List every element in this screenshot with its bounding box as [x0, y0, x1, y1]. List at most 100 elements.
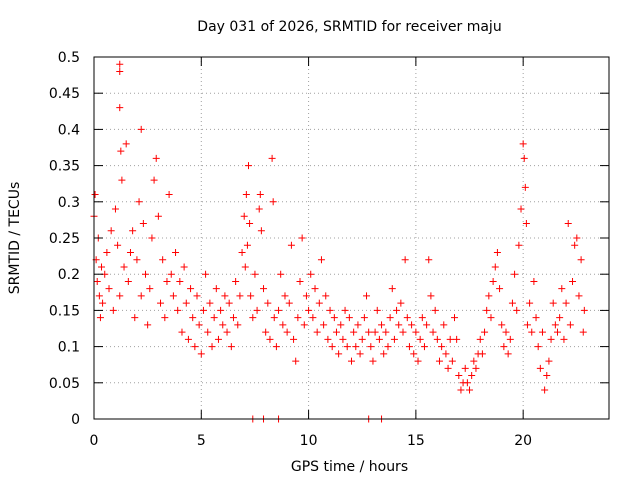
data-point — [283, 328, 291, 336]
data-point — [558, 285, 566, 293]
data-point — [395, 321, 403, 329]
data-point — [569, 277, 577, 285]
data-point — [326, 306, 334, 314]
data-point — [311, 285, 319, 293]
data-point — [564, 220, 572, 228]
data-point — [403, 314, 411, 322]
data-point — [285, 299, 293, 307]
data-point — [412, 328, 420, 336]
data-point — [107, 227, 115, 235]
data-point — [269, 198, 277, 206]
x-axis-label: GPS time / hours — [291, 459, 408, 475]
data-point — [302, 292, 310, 300]
data-point — [91, 191, 99, 199]
data-point — [522, 220, 530, 228]
data-point — [184, 335, 192, 343]
data-point — [554, 328, 561, 336]
data-point — [435, 357, 443, 365]
data-point — [500, 343, 508, 351]
data-point — [243, 241, 251, 249]
data-point — [468, 372, 476, 380]
data-point — [330, 314, 338, 322]
data-point — [541, 386, 549, 394]
data-point — [260, 285, 268, 293]
data-point — [157, 299, 165, 307]
data-point — [356, 350, 364, 358]
data-point — [523, 321, 531, 329]
data-point — [360, 314, 368, 322]
data-point — [148, 234, 156, 242]
data-point — [210, 314, 218, 322]
x-tick-label: 10 — [300, 433, 318, 449]
data-point — [476, 335, 484, 343]
data-point — [549, 299, 557, 307]
data-point — [496, 285, 504, 293]
data-point — [238, 248, 246, 256]
data-point — [264, 299, 272, 307]
data-point — [339, 335, 347, 343]
data-point — [189, 314, 197, 322]
data-point — [139, 220, 147, 228]
data-point — [463, 379, 471, 387]
data-point — [526, 299, 534, 307]
data-point — [363, 292, 371, 300]
data-point — [386, 314, 394, 322]
y-tick-label: 0.05 — [49, 376, 80, 392]
data-point — [111, 205, 119, 213]
data-point — [275, 306, 283, 314]
y-tick-label: 0.15 — [49, 303, 80, 319]
data-point — [159, 256, 167, 264]
data-point — [388, 285, 396, 293]
data-point — [294, 314, 302, 322]
data-point — [180, 263, 188, 271]
data-point — [579, 328, 587, 336]
data-point — [257, 227, 265, 235]
data-point — [137, 292, 145, 300]
data-point — [515, 241, 523, 249]
data-point — [268, 154, 276, 162]
data-point — [491, 263, 499, 271]
data-point — [457, 386, 465, 394]
data-point — [240, 212, 248, 220]
data-point — [255, 205, 263, 213]
data-point — [438, 343, 446, 351]
y-tick-label: 0.3 — [58, 195, 80, 211]
data-point — [461, 364, 469, 372]
data-point — [167, 270, 175, 278]
data-point — [453, 335, 461, 343]
data-point — [287, 241, 295, 249]
data-point — [206, 299, 214, 307]
data-point — [277, 270, 285, 278]
data-point — [117, 147, 125, 155]
data-point — [96, 314, 104, 322]
data-point — [508, 299, 516, 307]
data-point — [307, 270, 315, 278]
data-point — [197, 350, 205, 358]
data-point — [163, 277, 171, 285]
data-point — [178, 328, 186, 336]
data-point — [208, 343, 216, 351]
data-point — [116, 60, 124, 68]
data-point — [322, 292, 330, 300]
data-point — [440, 321, 448, 329]
data-point — [343, 343, 351, 351]
data-point — [142, 270, 149, 278]
data-point — [114, 241, 122, 249]
data-point — [427, 292, 435, 300]
data-point — [534, 343, 542, 351]
data-point — [451, 314, 458, 322]
data-point — [493, 248, 501, 256]
y-tick-label: 0.25 — [49, 231, 80, 247]
data-point — [489, 277, 497, 285]
data-point — [365, 328, 373, 336]
data-point — [126, 248, 134, 256]
data-point — [369, 357, 377, 365]
data-point — [161, 314, 169, 322]
y-tick-label: 0.4 — [58, 122, 80, 138]
data-point — [399, 328, 407, 336]
data-point — [506, 335, 514, 343]
data-point — [281, 292, 289, 300]
data-point — [305, 306, 313, 314]
data-point — [245, 162, 252, 170]
data-point — [122, 140, 130, 148]
